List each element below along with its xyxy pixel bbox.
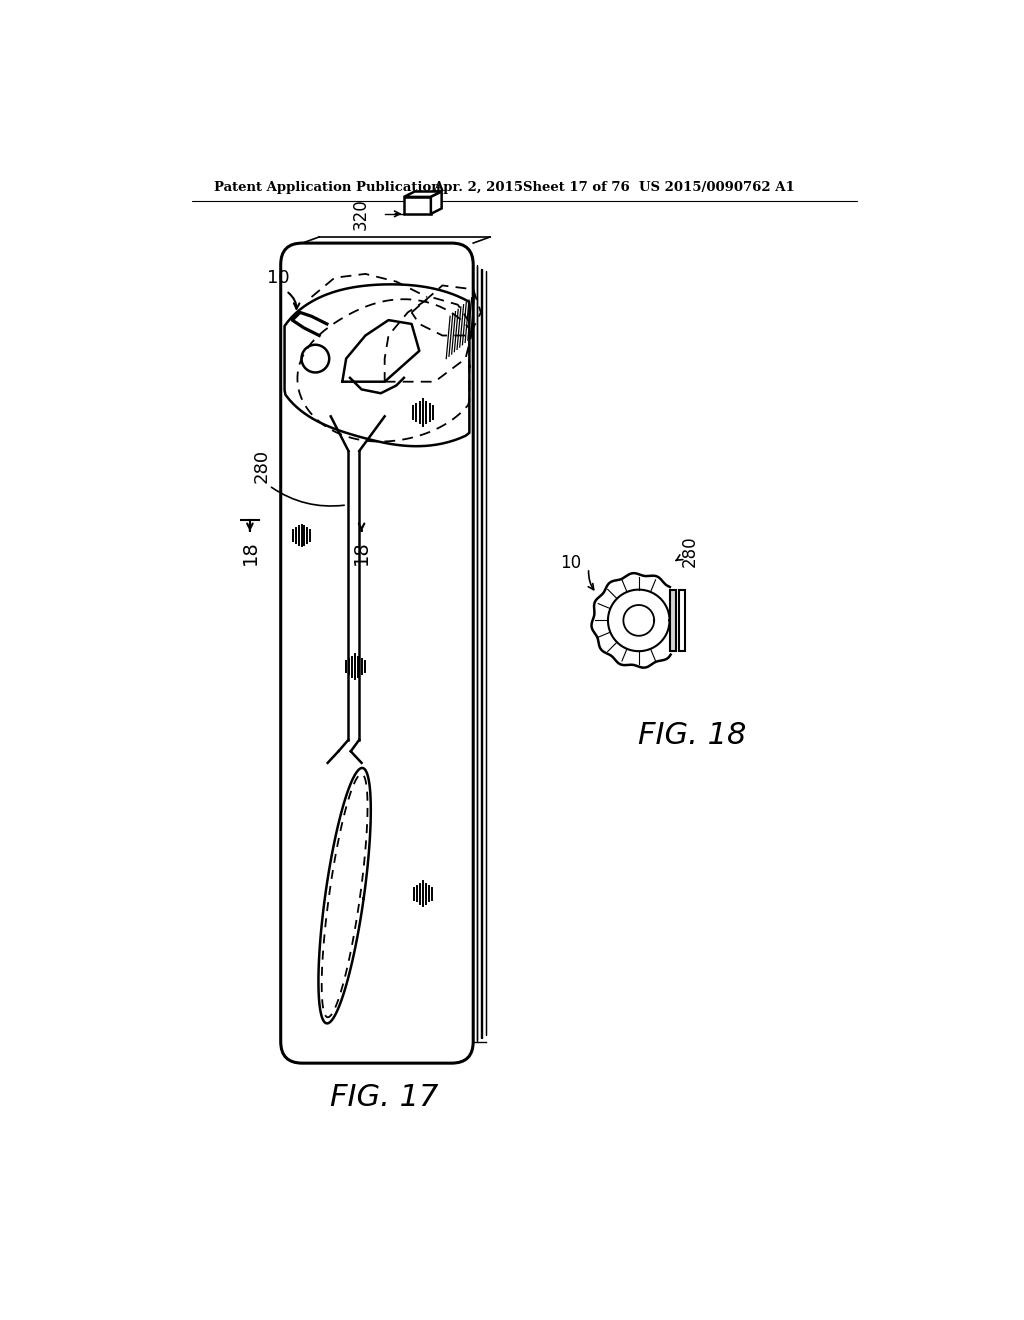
Text: 10: 10 xyxy=(560,553,581,572)
Text: Apr. 2, 2015: Apr. 2, 2015 xyxy=(433,181,523,194)
Bar xyxy=(679,590,685,651)
Text: 18: 18 xyxy=(352,540,371,565)
Text: 280: 280 xyxy=(253,449,270,483)
Text: 320: 320 xyxy=(351,198,370,230)
Polygon shape xyxy=(403,191,441,197)
Text: 280: 280 xyxy=(681,536,699,566)
Polygon shape xyxy=(431,191,441,214)
Text: US 2015/0090762 A1: US 2015/0090762 A1 xyxy=(639,181,795,194)
Bar xyxy=(403,197,431,214)
Bar xyxy=(670,590,676,651)
Text: 10: 10 xyxy=(267,269,290,286)
Text: 18: 18 xyxy=(241,540,259,565)
Text: Sheet 17 of 76: Sheet 17 of 76 xyxy=(523,181,630,194)
Text: FIG. 17: FIG. 17 xyxy=(331,1084,439,1113)
FancyBboxPatch shape xyxy=(281,243,473,1063)
Text: FIG. 18: FIG. 18 xyxy=(639,722,746,750)
Text: Patent Application Publication: Patent Application Publication xyxy=(214,181,440,194)
